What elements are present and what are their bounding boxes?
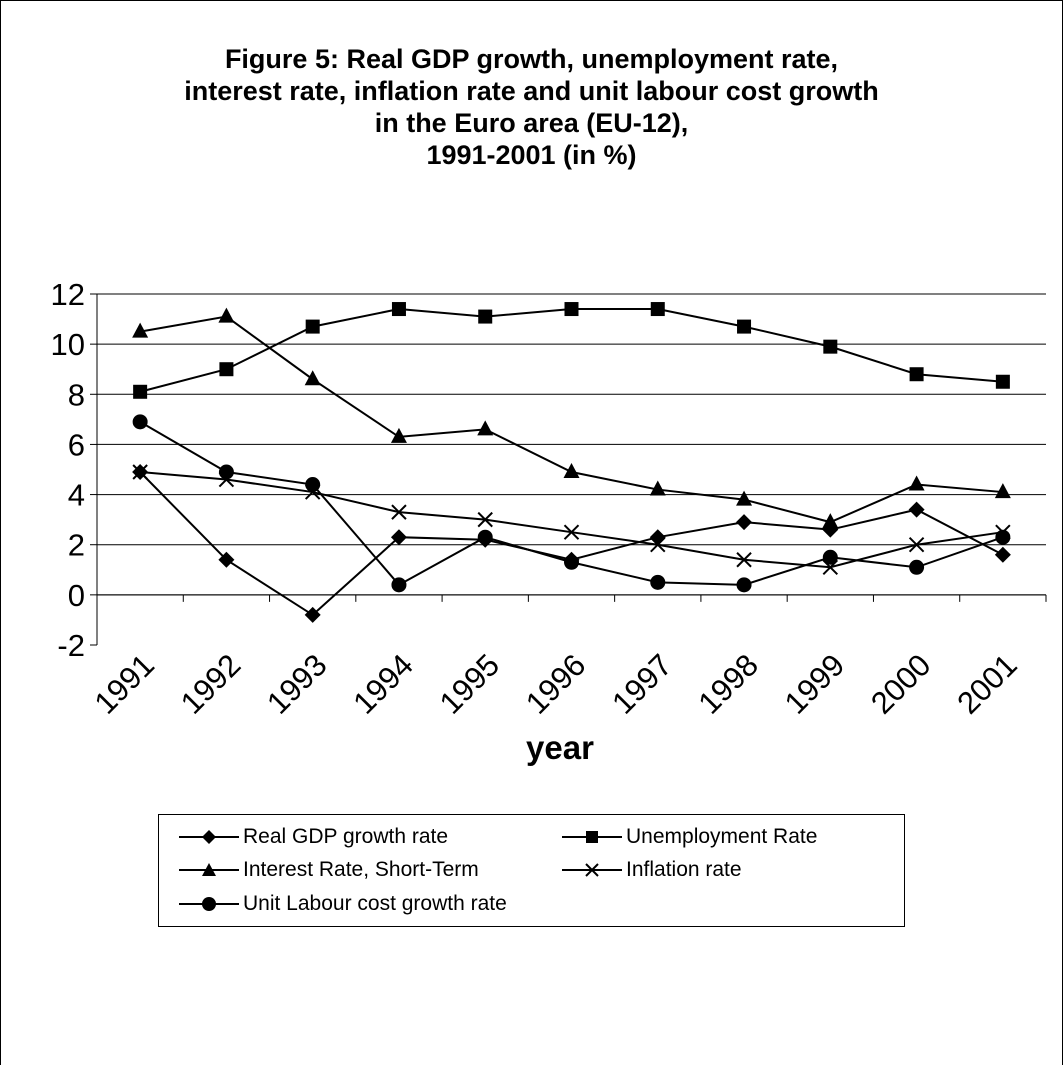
x-marker bbox=[391, 504, 407, 520]
series-line bbox=[139, 315, 1003, 524]
circle-marker bbox=[391, 577, 407, 593]
triangle-marker bbox=[563, 463, 580, 479]
legend-item-unemployment: Unemployment Rate bbox=[562, 822, 817, 852]
x-tick-label: 1995 bbox=[433, 647, 507, 721]
series-line bbox=[139, 308, 1003, 393]
legend-item-inflation: Inflation rate bbox=[562, 855, 742, 885]
x-tick-label: 1993 bbox=[260, 647, 334, 721]
circle-marker bbox=[132, 414, 148, 430]
x-tick-label: 1994 bbox=[346, 647, 420, 721]
x-tick-label: 1992 bbox=[174, 647, 248, 721]
y-tick-label: 10 bbox=[51, 327, 85, 362]
diamond-marker bbox=[736, 514, 753, 531]
x-tick-label: 1996 bbox=[519, 647, 593, 721]
square-marker bbox=[219, 362, 234, 377]
triangle-marker bbox=[649, 480, 666, 496]
legend-marker-circle-icon bbox=[179, 897, 239, 911]
triangle-marker bbox=[304, 370, 321, 386]
triangle-marker bbox=[994, 483, 1011, 499]
x-tick-label: 2001 bbox=[950, 647, 1024, 721]
circle-marker bbox=[822, 549, 838, 565]
square-marker bbox=[650, 302, 665, 317]
diamond-marker bbox=[908, 501, 925, 518]
chart-title-line-2: interest rate, inflation rate and unit l… bbox=[184, 76, 879, 106]
triangle-marker bbox=[477, 420, 494, 436]
legend-label: Real GDP growth rate bbox=[243, 825, 449, 848]
square-marker bbox=[737, 319, 752, 334]
circle-marker bbox=[218, 464, 234, 480]
square-marker bbox=[823, 339, 838, 354]
circle-marker bbox=[650, 574, 666, 590]
circle-marker bbox=[305, 477, 321, 493]
x-tick-label: 1998 bbox=[691, 647, 765, 721]
square-marker bbox=[133, 384, 148, 399]
x-tick-label: 1997 bbox=[605, 647, 679, 721]
square-marker bbox=[909, 367, 924, 382]
x-marker bbox=[563, 524, 580, 540]
diamond-marker bbox=[649, 529, 666, 546]
triangle-marker bbox=[390, 427, 407, 443]
x-tick-label: 1991 bbox=[88, 647, 162, 721]
circle-marker bbox=[736, 577, 752, 593]
legend-marker-x-icon bbox=[562, 863, 622, 877]
circle-marker bbox=[909, 559, 925, 575]
legend-label: Unit Labour cost growth rate bbox=[243, 892, 507, 915]
x-tick-label: 1999 bbox=[778, 647, 852, 721]
x-marker bbox=[736, 552, 752, 568]
legend-marker-square-icon bbox=[562, 831, 622, 843]
legend-marker-triangle-icon bbox=[179, 863, 239, 876]
square-marker bbox=[391, 302, 406, 317]
x-marker bbox=[908, 537, 925, 553]
triangle-marker bbox=[218, 307, 235, 323]
legend-label: Interest Rate, Short-Term bbox=[243, 858, 479, 881]
legend-item-real-gdp: Real GDP growth rate bbox=[179, 822, 448, 852]
legend-item-unit-labour-cost: Unit Labour cost growth rate bbox=[179, 889, 507, 919]
chart-title-line-4: 1991-2001 (in %) bbox=[426, 140, 637, 170]
legend: Real GDP growth rate Unemployment Rate I… bbox=[158, 814, 905, 927]
chart-title-line-1: Figure 5: Real GDP growth, unemployment … bbox=[224, 44, 839, 74]
y-tick-label: 6 bbox=[68, 427, 85, 462]
chart-title: Figure 5: Real GDP growth, unemployment … bbox=[60, 43, 1003, 171]
circle-marker bbox=[564, 554, 579, 570]
chart-title-line-3: in the Euro area (EU-12), bbox=[374, 108, 689, 138]
series-line bbox=[139, 471, 1004, 617]
square-marker bbox=[305, 319, 320, 334]
legend-marker-diamond-icon bbox=[179, 830, 239, 844]
diamond-marker bbox=[390, 529, 407, 546]
square-marker bbox=[478, 309, 493, 324]
square-marker bbox=[995, 374, 1010, 389]
triangle-marker bbox=[736, 490, 753, 506]
y-tick-label: 8 bbox=[68, 377, 85, 412]
x-axis-title: year bbox=[526, 729, 594, 766]
triangle-marker bbox=[132, 322, 149, 338]
diamond-marker bbox=[218, 551, 235, 568]
triangle-marker bbox=[822, 513, 839, 529]
triangle-marker bbox=[908, 475, 925, 491]
x-tick-label: 2000 bbox=[864, 647, 938, 721]
legend-item-interest-rate: Interest Rate, Short-Term bbox=[179, 855, 479, 885]
y-tick-label: 2 bbox=[68, 528, 85, 563]
legend-label: Inflation rate bbox=[626, 858, 742, 881]
circle-marker bbox=[995, 529, 1011, 545]
x-marker bbox=[477, 511, 493, 528]
legend-label: Unemployment Rate bbox=[626, 825, 818, 848]
x-marker bbox=[650, 537, 666, 553]
circle-marker bbox=[477, 529, 493, 545]
square-marker bbox=[564, 302, 579, 317]
y-tick-label: 4 bbox=[68, 478, 85, 513]
diamond-marker bbox=[304, 606, 321, 623]
x-marker bbox=[132, 464, 148, 480]
y-tick-label: -2 bbox=[57, 628, 85, 663]
y-tick-label: 12 bbox=[51, 277, 85, 312]
diamond-marker bbox=[994, 546, 1011, 563]
y-tick-label: 0 bbox=[68, 578, 85, 613]
